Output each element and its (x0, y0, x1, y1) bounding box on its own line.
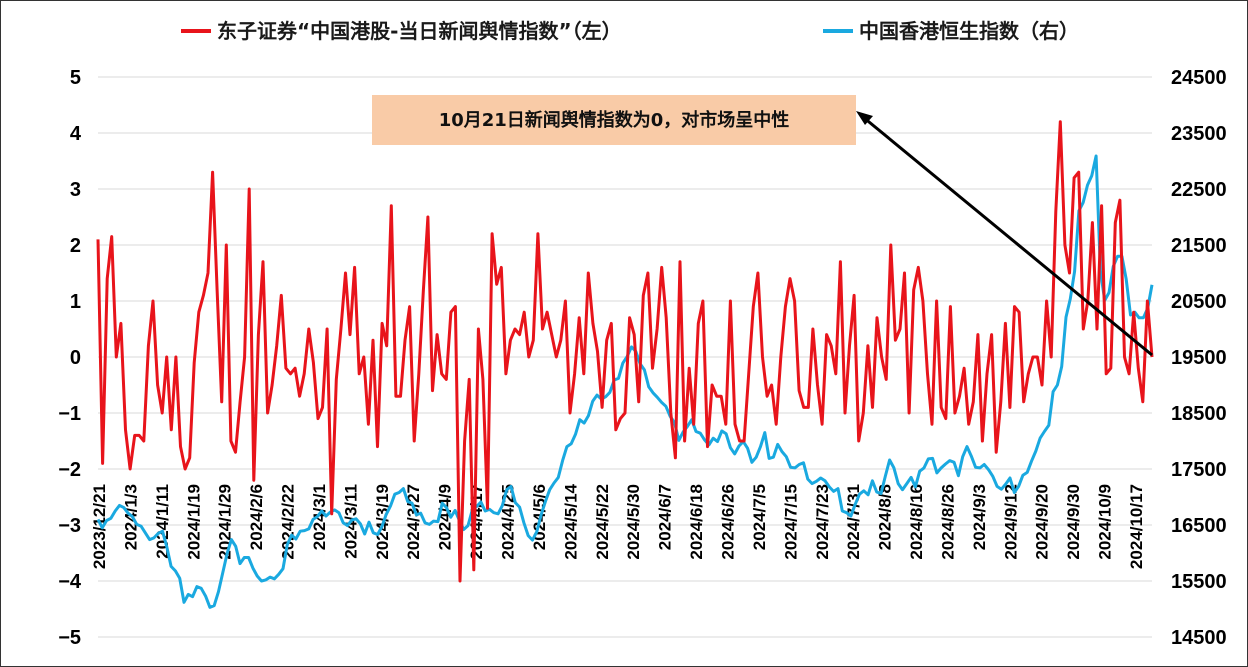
left-axis-tick-label: −4 (58, 571, 82, 593)
right-axis-tick-label: 24500 (1171, 67, 1227, 89)
legend-label-sentiment: 东子证券“中国港股-当日新闻舆情指数”（左） (217, 19, 622, 43)
right-axis-tick-label: 20500 (1171, 291, 1227, 313)
x-axis-tick-label: 2024/10/17 (1127, 484, 1146, 569)
x-axis-tick-label: 2024/7/23 (813, 484, 832, 560)
right-axis-tick-label: 19500 (1171, 347, 1227, 369)
series-lines (96, 120, 1154, 609)
x-axis-tick-label: 2024/9/3 (970, 484, 989, 550)
x-axis-tick-label: 2024/1/29 (216, 484, 235, 560)
left-axis-tick-label: −1 (58, 403, 81, 425)
x-axis-tick-label: 2024/3/1 (310, 484, 329, 550)
x-axis-tick-label: 2024/8/8 (876, 484, 895, 550)
x-axis-tick-label: 2024/9/30 (1064, 484, 1083, 560)
x-axis-tick-label: 2024/5/14 (561, 483, 580, 559)
annotation: 10月21日新闻舆情指数为0，对市场呈中性 (372, 95, 1153, 357)
x-axis-tick-label: 2024/2/22 (279, 484, 298, 560)
right-axis-tick-label: 23500 (1171, 123, 1227, 145)
x-axis-tick-labels: 2023/12/21 2024/1/3 2024/1/11 2024/1/19 2024… (90, 483, 1146, 569)
right-axis-tick-label: 22500 (1171, 179, 1227, 201)
left-axis-tick-label: 0 (70, 347, 81, 369)
gridlines (98, 76, 1152, 638)
x-axis-tick-label: 2024/1/11 (153, 484, 172, 559)
left-axis-tick-labels: 5 4 3 2 1 0 −1 −2 −3 −4 −5 (58, 67, 82, 649)
left-axis-tick-label: −5 (58, 627, 81, 649)
legend-label-hsi: 中国香港恒生指数（右） (859, 19, 1079, 43)
right-axis-tick-labels: 24500 23500 22500 21500 20500 19500 18500 17500… (1171, 67, 1227, 649)
x-axis-tick-label: 2024/4/9 (436, 484, 455, 550)
annotation-text: 10月21日新闻舆情指数为0，对市场呈中性 (439, 109, 790, 131)
right-axis-tick-label: 21500 (1171, 235, 1227, 257)
left-axis-tick-label: 4 (70, 123, 82, 145)
left-axis-tick-label: 5 (70, 67, 81, 89)
right-axis-tick-label: 16500 (1171, 515, 1227, 537)
right-axis-tick-label: 15500 (1171, 571, 1227, 593)
x-axis-tick-label: 2023/12/21 (90, 484, 109, 569)
annotation-box (372, 95, 856, 145)
annotation-arrow (862, 115, 1153, 357)
left-axis-tick-label: 2 (70, 235, 81, 257)
x-axis-tick-label: 2024/6/18 (687, 484, 706, 560)
right-axis-tick-label: 14500 (1171, 627, 1227, 649)
series-line-sentiment (96, 120, 1154, 583)
x-axis-tick-label: 2024/10/9 (1096, 484, 1115, 560)
left-axis-tick-label: 3 (70, 179, 81, 201)
left-axis-tick-label: −3 (58, 515, 81, 537)
right-axis-tick-label: 17500 (1171, 459, 1227, 481)
x-axis-tick-label: 2024/9/20 (1033, 484, 1052, 560)
x-axis-tick-label: 2024/5/30 (624, 484, 643, 560)
series-line-hsi (96, 154, 1154, 609)
x-axis-tick-label: 2024/1/19 (184, 484, 203, 560)
x-axis-tick-label: 2024/2/6 (247, 484, 266, 550)
x-axis-tick-label: 2024/7/5 (750, 484, 769, 550)
x-axis-tick-label: 2024/6/26 (718, 484, 737, 560)
x-axis-tick-label: 2024/7/15 (781, 484, 800, 560)
left-axis-tick-label: −2 (58, 459, 81, 481)
x-axis-tick-label: 2024/6/7 (656, 484, 675, 550)
x-axis-tick-label: 2024/5/22 (593, 484, 612, 560)
left-axis-tick-label: 1 (70, 291, 81, 313)
x-axis-tick-label: 2024/8/26 (938, 484, 957, 560)
x-axis-tick-label: 2024/9/12 (1001, 484, 1020, 560)
x-axis-tick-label: 2024/8/16 (907, 484, 926, 560)
annotation-arrowhead (856, 111, 873, 125)
right-axis-tick-label: 18500 (1171, 403, 1227, 425)
legend: 东子证券“中国港股-当日新闻舆情指数”（左） 中国香港恒生指数（右） (181, 19, 1079, 43)
x-axis-tick-label: 2024/7/31 (844, 484, 863, 560)
